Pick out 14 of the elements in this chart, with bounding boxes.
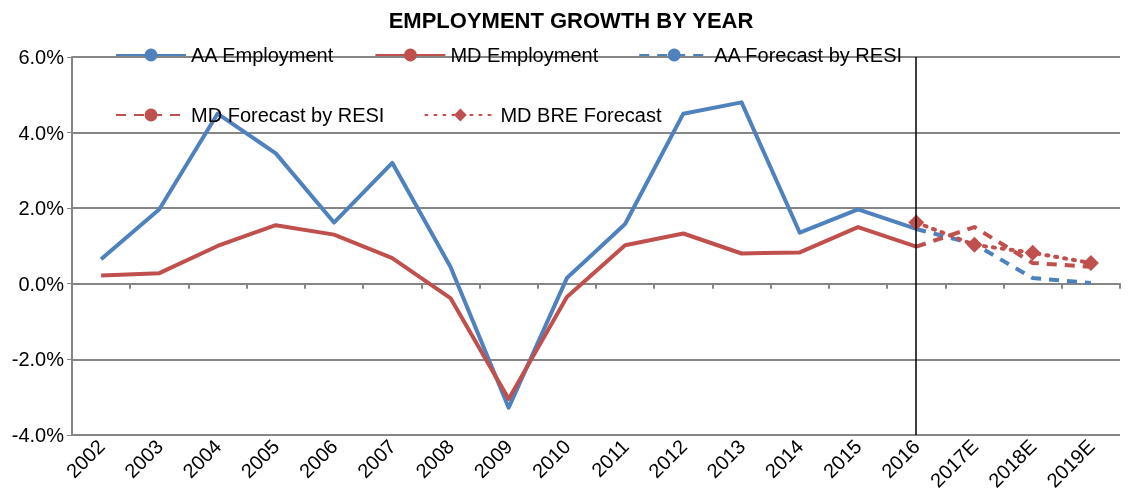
y-tick-label: 6.0% <box>18 46 65 68</box>
legend-label: MD BRE Forecast <box>500 104 662 126</box>
point <box>966 236 983 253</box>
y-tick-label: -4.0% <box>11 423 65 446</box>
legend-label: AA Employment <box>191 44 334 66</box>
y-tick-label: 0.0% <box>18 272 65 295</box>
y-tick-label: 2.0% <box>18 197 65 220</box>
legend-label: AA Forecast by RESI <box>714 44 903 66</box>
point <box>1082 254 1099 271</box>
y-tick-label: 4.0% <box>18 121 65 144</box>
y-tick-label: -2.0% <box>11 348 65 371</box>
chart-title: EMPLOYMENT GROWTH BY YEAR <box>388 7 754 33</box>
legend-label: MD Employment <box>450 44 599 66</box>
point <box>1024 244 1041 261</box>
